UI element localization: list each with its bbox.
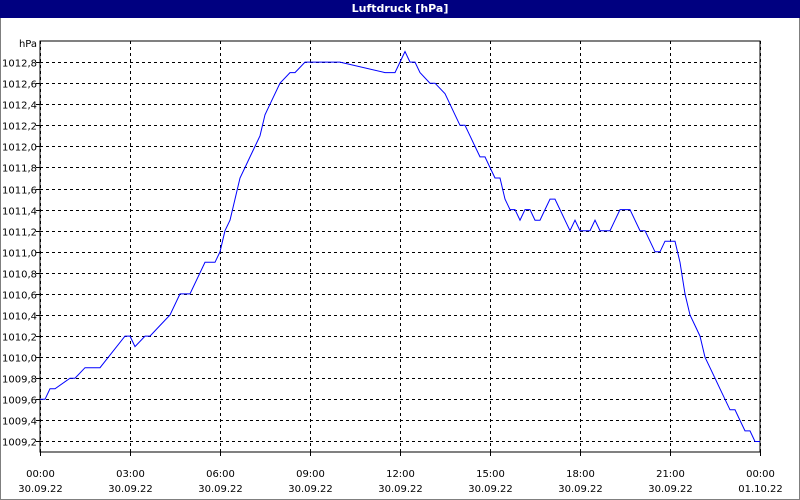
- y-tick-label: 1010,6: [2, 291, 37, 302]
- y-tick-label: 1011,8: [2, 164, 37, 175]
- y-tick-label: 1011,4: [2, 207, 37, 218]
- y-tick-label: 1011,6: [2, 186, 37, 197]
- x-tick-date: 30.09.22: [108, 484, 153, 495]
- x-tick-time: 12:00: [386, 469, 415, 480]
- x-tick-time: 06:00: [206, 469, 235, 480]
- y-tick-label: 1009,6: [2, 396, 37, 407]
- x-tick-time: 15:00: [476, 469, 505, 480]
- y-axis: 1009,2 1009,4 1009,6 1009,8 1010,0 1010,2 1010…: [2, 59, 40, 449]
- y-tick-label: 1012,6: [2, 80, 37, 91]
- y-tick-label: 1010,0: [2, 354, 37, 365]
- x-tick-date: 30.09.22: [648, 484, 693, 495]
- y-tick-label: 1010,4: [2, 312, 37, 323]
- x-tick-date: 30.09.22: [288, 484, 333, 495]
- x-tick-time: 03:00: [116, 469, 145, 480]
- y-tick-label: 1010,2: [2, 333, 37, 344]
- y-tick-label: 1011,2: [2, 228, 37, 239]
- x-tick-date: 30.09.22: [468, 484, 513, 495]
- x-tick-date: 30.09.22: [558, 484, 603, 495]
- x-tick-time: 21:00: [656, 469, 685, 480]
- y-tick-label: 1012,2: [2, 122, 37, 133]
- x-tick-date: 30.09.22: [198, 484, 243, 495]
- y-tick-label: 1009,8: [2, 375, 37, 386]
- x-tick-date: 30.09.22: [18, 484, 63, 495]
- x-tick-date: 01.10.22: [738, 484, 783, 495]
- chart-title: Luftdruck [hPa]: [0, 0, 800, 18]
- x-tick-time: 09:00: [296, 469, 325, 480]
- y-axis-label: hPa: [19, 39, 37, 50]
- x-tick-date: 30.09.22: [378, 484, 423, 495]
- x-tick-time: 00:00: [746, 469, 775, 480]
- y-tick-label: 1012,8: [2, 59, 37, 70]
- x-tick-time: 00:00: [26, 469, 55, 480]
- grid: [40, 41, 761, 452]
- pressure-line: [40, 50, 760, 442]
- x-tick-time: 18:00: [566, 469, 595, 480]
- y-tick-label: 1011,0: [2, 249, 37, 260]
- x-axis: 00:00 30.09.22 03:00 30.09.22 06:00 30.09.22 0…: [18, 452, 783, 495]
- y-tick-label: 1009,4: [2, 417, 37, 428]
- series-line: [40, 50, 760, 442]
- y-tick-label: 1012,0: [2, 143, 37, 154]
- y-tick-label: 1009,2: [2, 438, 37, 449]
- y-tick-label: 1012,4: [2, 101, 37, 112]
- y-tick-label: 1010,8: [2, 270, 37, 281]
